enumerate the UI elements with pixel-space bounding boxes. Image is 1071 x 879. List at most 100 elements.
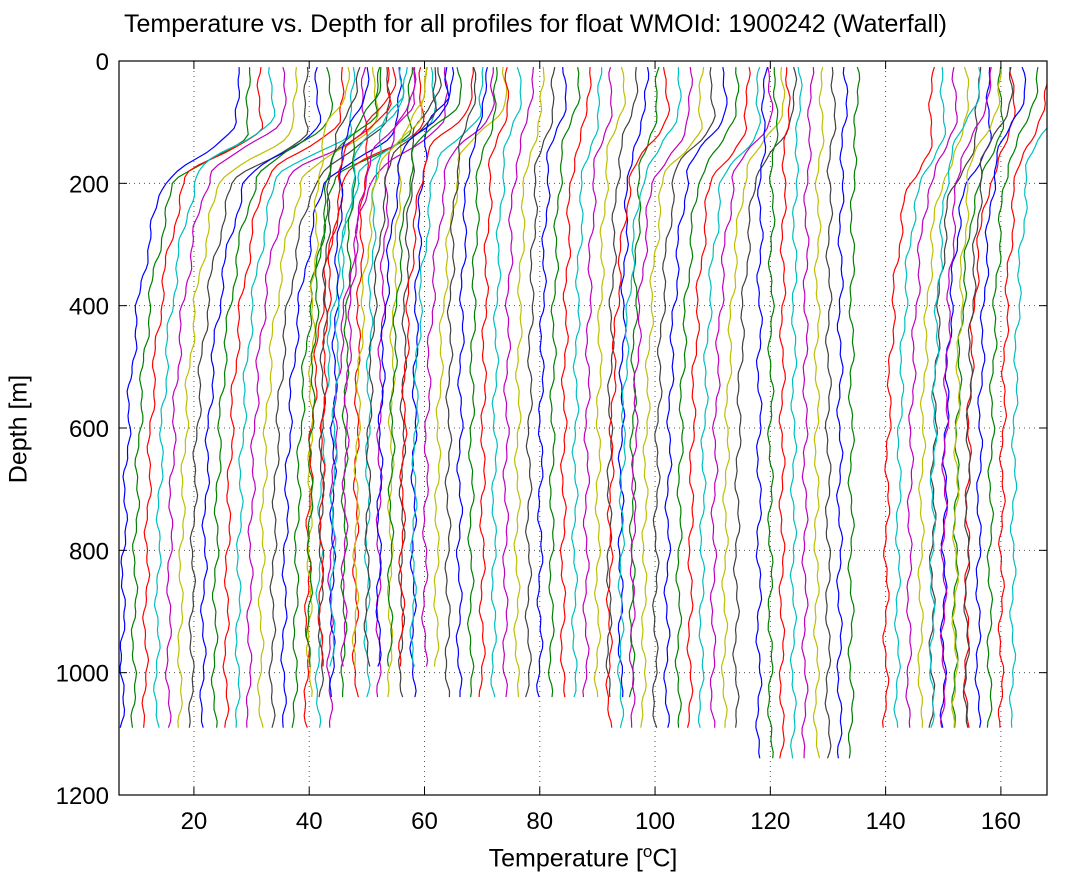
profile-line bbox=[697, 66, 762, 728]
profile-line bbox=[444, 66, 477, 698]
chart-title: Temperature vs. Depth for all profiles f… bbox=[123, 10, 947, 38]
profile-line bbox=[582, 66, 613, 698]
profile-line bbox=[153, 67, 276, 728]
profile-line bbox=[375, 67, 450, 667]
profile-line bbox=[329, 67, 405, 667]
profile-line bbox=[893, 67, 947, 728]
profile-line bbox=[928, 67, 982, 728]
x-tick-label: 80 bbox=[526, 808, 553, 835]
profile-line bbox=[789, 67, 803, 759]
profile-line bbox=[732, 66, 798, 728]
profile-line bbox=[176, 67, 298, 728]
profile-line bbox=[835, 67, 849, 759]
profile-line bbox=[928, 66, 981, 728]
profile-line bbox=[709, 66, 774, 728]
profile-line bbox=[951, 67, 1003, 728]
y-tick-label: 800 bbox=[69, 538, 109, 565]
y-tick-label: 200 bbox=[69, 171, 109, 198]
profile-line bbox=[755, 66, 769, 759]
profile-line bbox=[524, 66, 556, 698]
profile-line bbox=[605, 66, 671, 728]
profile-line bbox=[559, 67, 592, 698]
profile-line bbox=[939, 66, 992, 728]
profile-line bbox=[433, 67, 508, 667]
profile-line bbox=[605, 67, 639, 698]
profile-line bbox=[303, 66, 425, 728]
profile-line bbox=[939, 67, 992, 728]
profile-line bbox=[1008, 126, 1047, 728]
profile-line bbox=[490, 66, 522, 698]
profile-line bbox=[398, 67, 474, 667]
x-tick-label: 60 bbox=[411, 808, 438, 835]
profile-line bbox=[536, 67, 567, 698]
profile-line bbox=[363, 67, 438, 667]
x-axis-label: Temperature [oC] bbox=[0, 842, 1071, 873]
profile-line bbox=[593, 66, 626, 698]
profile-line bbox=[640, 67, 705, 728]
profile-line bbox=[351, 66, 397, 698]
profile-line bbox=[246, 66, 367, 728]
profile-line bbox=[571, 67, 603, 698]
profile-line bbox=[234, 67, 356, 728]
profile-line bbox=[616, 67, 682, 728]
profile-line bbox=[905, 66, 958, 728]
profile-line bbox=[963, 67, 1016, 728]
profile-line bbox=[986, 67, 1039, 728]
profile-line bbox=[847, 66, 861, 759]
profile-line bbox=[305, 66, 351, 698]
x-axis-label-suffix: C] bbox=[652, 844, 678, 873]
x-axis-label-prefix: Temperature [ bbox=[488, 844, 643, 873]
profile-line bbox=[778, 67, 791, 759]
profile-line bbox=[141, 67, 264, 728]
profile-line bbox=[513, 67, 545, 698]
x-tick-label: 40 bbox=[296, 808, 323, 835]
profile-line bbox=[881, 66, 935, 728]
profile-line bbox=[164, 66, 287, 728]
axes: 20 40 60 80 100 120 140 160 0 200 400 600 800 1000 120… bbox=[56, 49, 1048, 835]
x-tick-label: 140 bbox=[866, 808, 906, 835]
profile-line bbox=[210, 66, 334, 728]
x-tick-label: 20 bbox=[181, 808, 208, 835]
profile-line bbox=[409, 67, 484, 667]
profile-line bbox=[974, 66, 1027, 728]
x-tick-label: 160 bbox=[981, 808, 1021, 835]
profile-line bbox=[386, 66, 463, 667]
profile-line bbox=[199, 66, 322, 728]
profile-line bbox=[188, 67, 309, 728]
profile-line bbox=[617, 66, 650, 698]
profile-line bbox=[812, 66, 825, 759]
profile-lines bbox=[119, 66, 1047, 759]
profile-line bbox=[318, 67, 392, 667]
profile-line bbox=[455, 66, 488, 698]
profile-line bbox=[340, 66, 417, 667]
profile-line bbox=[291, 67, 413, 728]
profile-line bbox=[917, 66, 970, 728]
profile-line bbox=[478, 66, 510, 698]
profile-line bbox=[119, 67, 241, 728]
profile-line bbox=[421, 67, 495, 667]
profile-line bbox=[674, 67, 740, 728]
profile-line bbox=[628, 67, 694, 728]
profile-line bbox=[767, 67, 779, 759]
profile-line bbox=[305, 66, 381, 667]
profile-line bbox=[997, 81, 1047, 728]
profile-line bbox=[686, 66, 751, 728]
profile-line bbox=[466, 67, 498, 698]
degree-symbol: o bbox=[642, 842, 653, 861]
profile-line bbox=[130, 67, 251, 728]
y-tick-label: 1200 bbox=[56, 783, 109, 810]
profile-line bbox=[824, 67, 837, 759]
profile-line bbox=[962, 66, 1014, 728]
profile-line bbox=[409, 66, 455, 698]
profile-line bbox=[222, 67, 345, 728]
profile-line bbox=[720, 67, 786, 728]
y-tick-label: 600 bbox=[69, 416, 109, 443]
profile-line bbox=[663, 66, 728, 728]
profile-line bbox=[547, 66, 581, 698]
y-tick-label: 1000 bbox=[56, 661, 109, 688]
profile-line bbox=[268, 67, 391, 728]
profile-line bbox=[351, 66, 429, 667]
profile-line bbox=[375, 67, 416, 698]
